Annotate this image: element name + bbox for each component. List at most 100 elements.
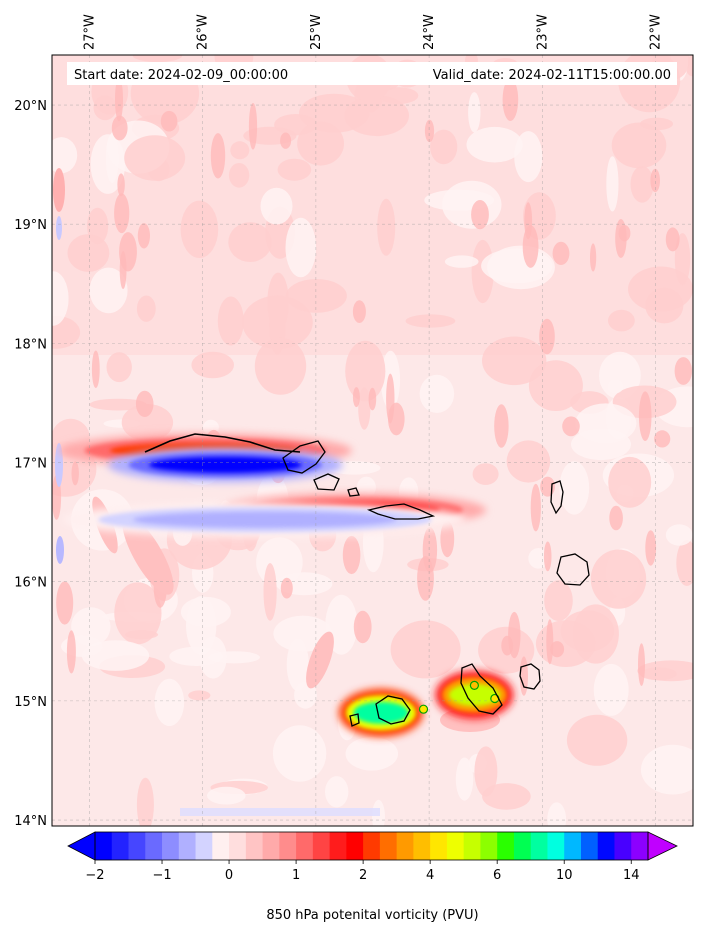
date-annotation-box xyxy=(67,62,677,85)
colorbar-swatch xyxy=(379,832,398,860)
latitude-tick-label: 14°N xyxy=(14,814,47,829)
pv-patch xyxy=(56,581,74,625)
pv-patch xyxy=(466,126,523,163)
pv-patch xyxy=(352,387,360,408)
pv-patch xyxy=(590,549,647,609)
longitude-tick-label: 23°W xyxy=(535,14,550,50)
pv-patch xyxy=(272,725,327,782)
pv-patch xyxy=(372,799,385,826)
pv-patch xyxy=(674,233,691,286)
pv-patch xyxy=(256,537,303,588)
pv-patch xyxy=(342,535,361,575)
pv-contour xyxy=(353,701,409,724)
pv-patch xyxy=(562,416,580,437)
colorbar-swatch xyxy=(513,832,532,860)
pv-patch xyxy=(248,102,258,150)
pv-patch xyxy=(91,350,100,389)
pv-patch xyxy=(111,115,128,141)
pv-patch xyxy=(228,163,250,188)
pv-patch xyxy=(160,110,178,132)
colorbar-swatch xyxy=(262,832,280,860)
pv-feature-shear-line-south-negative xyxy=(63,502,467,538)
pv-max-spot xyxy=(418,704,429,714)
pv-patch xyxy=(106,352,132,383)
pv-patch xyxy=(378,87,419,104)
colorbar-swatch xyxy=(312,832,331,860)
colorbar: −2 −1 0 1 2 4 6 10 14 xyxy=(67,831,678,883)
pv-patch xyxy=(180,596,231,628)
pv-patch xyxy=(180,200,219,258)
pv-patch-edge xyxy=(56,536,64,564)
island-maio xyxy=(519,663,541,690)
pv-patch xyxy=(638,391,652,442)
pv-patch xyxy=(676,540,693,586)
colorbar-tick-label: 1 xyxy=(292,868,300,883)
pv-patch xyxy=(543,541,552,572)
pv-patch xyxy=(590,243,597,272)
colorbar-swatch xyxy=(614,832,632,860)
pv-patch xyxy=(547,802,567,826)
pv-patch xyxy=(630,166,654,203)
pv-patch xyxy=(114,193,130,234)
colorbar-swatch xyxy=(212,832,230,860)
latitude-tick-label: 20°N xyxy=(14,99,47,114)
colorbar-swatch xyxy=(530,832,548,860)
pv-patch xyxy=(345,737,399,771)
pv-patch xyxy=(368,387,377,411)
pv-patch xyxy=(638,643,645,686)
colorbar-swatch xyxy=(430,832,448,860)
colorbar-swatch xyxy=(296,832,314,860)
pv-patch xyxy=(297,121,344,166)
pv-patch xyxy=(52,316,81,349)
pv-patch xyxy=(550,641,565,658)
pv-patch xyxy=(390,620,461,679)
pv-patch-south xyxy=(180,808,380,816)
pv-patch xyxy=(424,119,435,143)
colorbar-swatch xyxy=(128,832,146,860)
colorbar-swatch xyxy=(329,832,347,860)
pv-patch xyxy=(285,279,347,313)
pv-patch xyxy=(609,505,623,531)
longitude-tick-label: 26°W xyxy=(196,14,211,50)
colorbar-extend-low xyxy=(67,831,96,861)
island-santo-antao xyxy=(282,440,326,474)
pv-patch xyxy=(135,390,154,417)
colorbar-swatch xyxy=(279,832,297,860)
pv-patch xyxy=(210,133,226,179)
colorbar-swatch xyxy=(111,832,129,860)
island-boa-vista xyxy=(556,553,590,586)
pv-patch xyxy=(419,374,455,413)
longitude-tick-label: 25°W xyxy=(309,14,324,50)
pv-patch xyxy=(444,255,479,268)
pv-patch xyxy=(230,141,250,160)
pv-patch xyxy=(345,340,386,402)
colorbar-swatch xyxy=(346,832,364,860)
colorbar-swatch xyxy=(463,832,481,860)
colorbar-tick-label: 14 xyxy=(623,868,640,883)
pv-patch xyxy=(654,430,671,448)
pv-patch xyxy=(124,135,186,181)
pv-max-spot xyxy=(469,680,479,691)
colorbar-swatch xyxy=(446,832,465,860)
pv-patch xyxy=(575,403,637,444)
pv-patch xyxy=(286,638,309,691)
pv-contour xyxy=(448,683,500,706)
pv-patch xyxy=(535,620,596,667)
colorbar-swatch xyxy=(413,832,431,860)
pv-patch xyxy=(89,267,128,314)
pv-patch xyxy=(494,404,509,448)
pv-patch-edge xyxy=(56,216,62,240)
colorbar-swatch xyxy=(497,832,515,860)
latitude-tick-label: 16°N xyxy=(14,576,47,591)
longitude-ticks: 27°W 26°W 25°W 24°W 23°W 22°W xyxy=(82,14,663,50)
pv-patch xyxy=(285,217,317,278)
map-gridlines xyxy=(52,55,693,826)
pv-patch xyxy=(87,207,109,245)
map-frame xyxy=(51,54,694,827)
pv-patch xyxy=(353,610,372,644)
colorbar-swatch xyxy=(597,832,615,860)
colorbar-swatch xyxy=(229,832,247,860)
colorbar-swatch xyxy=(363,832,381,860)
pv-patch-streak xyxy=(306,631,334,689)
